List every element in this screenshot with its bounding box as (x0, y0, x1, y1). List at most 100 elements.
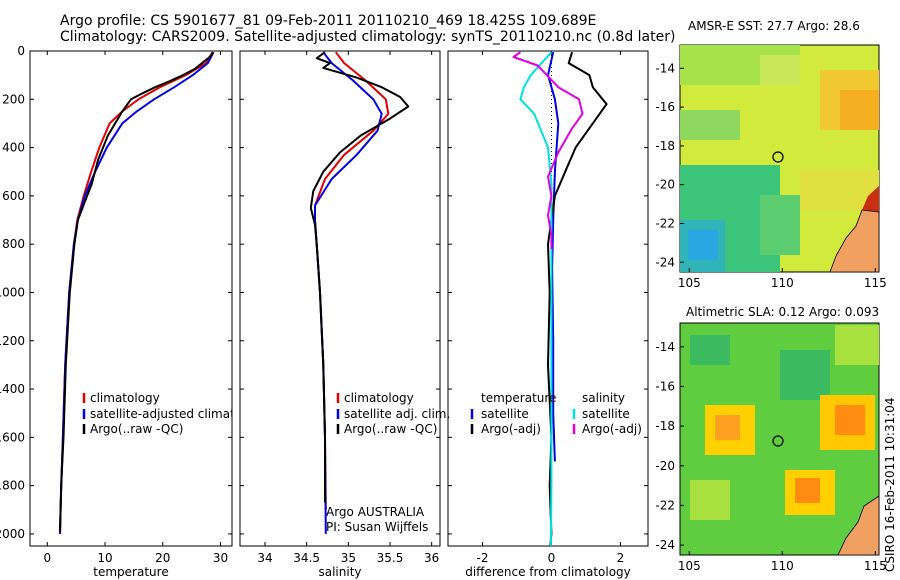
map-x-tick-label: 110 (771, 276, 794, 290)
sla-patch (715, 415, 740, 440)
map-y-tick-label: -22 (655, 498, 675, 512)
sla-map (679, 322, 880, 556)
x-tick-label: 35 (341, 551, 356, 565)
x-tick-label: 34.5 (293, 551, 320, 565)
sla-argo-marker (772, 435, 784, 447)
series-line (512, 51, 584, 249)
map-y-tick-label: -16 (655, 379, 675, 393)
sst-patch (680, 110, 740, 140)
legend-difference: temperature satellite Argo(-adj) salinit… (470, 391, 642, 436)
map-y-tick-label: -20 (655, 178, 675, 192)
y-tick-label: 1800 (0, 479, 25, 493)
series-line (309, 51, 410, 503)
sla-patch (835, 405, 865, 435)
legend-label: satellite adj. clim. (344, 407, 450, 421)
sla-land (837, 495, 880, 556)
sst-patch (760, 195, 800, 255)
series-line (547, 51, 608, 546)
y-tick-label: 0 (17, 44, 25, 58)
map-x-tick-label: 105 (678, 276, 701, 290)
map-y-tick-label: -14 (655, 61, 675, 75)
map-y-tick-label: -24 (655, 255, 675, 269)
map-y-tick-label: -18 (655, 139, 675, 153)
sla-patch (780, 350, 830, 400)
sst-patch (760, 55, 800, 85)
y-tick-label: 200 (2, 92, 25, 106)
map-y-tick-label: -24 (655, 538, 675, 552)
sst-hot-coast (862, 186, 879, 212)
legend-label: salinity (582, 391, 625, 405)
sst-map (679, 44, 880, 273)
axes-frame (447, 50, 649, 547)
sla-patch (690, 480, 730, 520)
x-tick-label: 35.5 (377, 551, 404, 565)
series-group (309, 51, 410, 534)
sst-argo-marker (772, 151, 784, 163)
x-tick-label: 0 (548, 551, 556, 565)
map-y-tick-label: -22 (655, 216, 675, 230)
map-x-tick-label: 110 (771, 559, 794, 573)
chart-layer: 0102030020040060080010001200140016001800… (0, 44, 887, 579)
annotation-argo-australia: Argo AUSTRALIA (326, 505, 425, 519)
credit-label: CSIRO 16-Feb-2011 10:31:04 (883, 397, 897, 572)
y-tick-label: 1000 (0, 285, 25, 299)
y-tick-label: 1200 (0, 334, 25, 348)
title-line-2: Climatology: CARS2009. Satellite-adjuste… (60, 29, 676, 45)
legend-temperature: climatology satellite-adjusted climatolo… (82, 391, 268, 436)
legend-label: Argo(..raw -QC) (344, 422, 437, 436)
series-group (512, 51, 608, 546)
map-y-tick-label: -14 (655, 340, 675, 354)
axes-frame (29, 50, 233, 547)
map-x-tick-label: 115 (864, 276, 887, 290)
map-x-tick-label: 115 (864, 559, 887, 573)
sla-patch (690, 335, 730, 365)
y-tick-label: 600 (2, 189, 25, 203)
series-group (59, 51, 215, 534)
sla-patch (835, 325, 879, 365)
series-line (59, 51, 214, 532)
sst-land (829, 209, 880, 273)
map-x-tick-label: 105 (678, 559, 701, 573)
x-tick-label: 10 (97, 551, 112, 565)
x-tick-label: 36 (424, 551, 439, 565)
sst-patch (840, 90, 879, 130)
legend-salinity: climatology satellite adj. clim. Argo(..… (326, 391, 450, 534)
legend-label: temperature (481, 391, 556, 405)
title-line-1: Argo profile: CS 5901677_81 09-Feb-2011 … (60, 13, 597, 29)
x-tick-label: 0 (43, 551, 51, 565)
y-tick-label: 1400 (0, 382, 25, 396)
y-tick-label: 1600 (0, 430, 25, 444)
x-tick-label: 30 (213, 551, 228, 565)
series-line (59, 51, 214, 534)
legend-label: satellite-adjusted climatology (90, 407, 268, 421)
x-tick-label: -2 (476, 551, 488, 565)
sst-map-title: AMSR-E SST: 27.7 Argo: 28.6 (688, 19, 860, 33)
y-tick-label: 400 (2, 141, 25, 155)
series-line (519, 51, 553, 546)
y-tick-label: 800 (2, 237, 25, 251)
series-line (59, 51, 215, 534)
map-y-tick-label: -16 (655, 100, 675, 114)
x-axis-label: temperature (93, 565, 168, 579)
x-axis-label: difference from climatology (465, 565, 631, 579)
map-y-tick-label: -18 (655, 419, 675, 433)
sla-map-title: Altimetric SLA: 0.12 Argo: 0.093 (686, 305, 879, 319)
x-tick-label: 20 (155, 551, 170, 565)
legend-label: satellite (582, 407, 630, 421)
x-tick-label: 2 (617, 551, 625, 565)
sla-patch (795, 478, 820, 503)
legend-label: satellite (481, 407, 529, 421)
legend-label: Argo(..raw -QC) (90, 422, 183, 436)
legend-label: climatology (344, 391, 414, 405)
x-tick-label: 34 (257, 551, 272, 565)
legend-label: climatology (90, 391, 160, 405)
annotation-pi: PI: Susan Wijffels (326, 520, 428, 534)
map-y-tick-label: -20 (655, 459, 675, 473)
axes-frame (239, 50, 441, 547)
y-tick-label: 2000 (0, 527, 25, 541)
x-axis-label: salinity (318, 565, 361, 579)
legend-label: Argo(-adj) (481, 422, 541, 436)
sst-patch (688, 230, 718, 260)
legend-label: Argo(-adj) (582, 422, 642, 436)
